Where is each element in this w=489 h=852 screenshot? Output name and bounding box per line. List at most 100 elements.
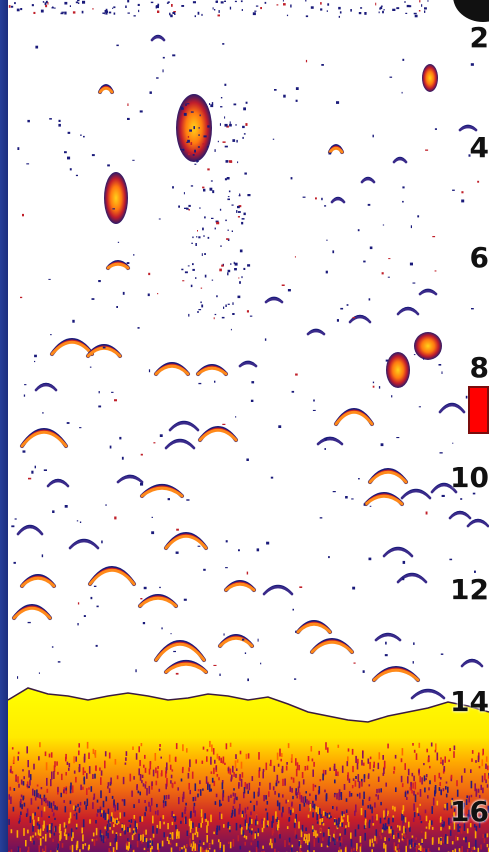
bottom-grain — [325, 742, 327, 750]
bottom-grain — [88, 752, 90, 759]
bottom-grain — [81, 827, 83, 834]
bottom-grain — [229, 742, 232, 747]
bottom-grain — [202, 746, 205, 750]
bottom-grain — [215, 793, 218, 798]
bottom-grain — [330, 815, 332, 818]
bottom-grain — [111, 812, 113, 818]
clutter-speck — [33, 11, 36, 14]
clutter-speck — [260, 662, 262, 665]
bottom-grain — [459, 826, 461, 829]
bottom-grain — [299, 844, 302, 848]
clutter-speck — [211, 279, 214, 281]
bottom-grain — [155, 767, 157, 774]
bottom-grain — [467, 814, 469, 820]
clutter-speck — [237, 161, 239, 164]
bottom-grain — [263, 817, 266, 821]
bottom-grain — [43, 820, 45, 829]
bottom-grain — [165, 767, 168, 774]
bottom-grain — [65, 834, 68, 840]
bottom-grain — [211, 839, 214, 845]
bottom-grain — [275, 782, 278, 787]
bottom-grain — [244, 782, 247, 789]
bottom-grain — [100, 790, 102, 799]
bottom-grain — [93, 793, 96, 800]
clutter-speck — [209, 103, 211, 105]
bottom-grain — [126, 841, 128, 846]
clutter-speck — [180, 106, 184, 109]
bottom-grain — [105, 796, 108, 802]
bottom-grain — [48, 816, 50, 818]
bottom-grain — [316, 812, 318, 821]
bottom-grain — [393, 766, 396, 771]
bottom-grain — [417, 813, 420, 817]
bottom-grain — [82, 767, 85, 776]
bottom-grain — [44, 845, 47, 852]
clutter-speck — [93, 585, 97, 587]
bottom-grain — [395, 787, 397, 792]
bottom-grain — [175, 842, 178, 847]
clutter-speck — [194, 149, 196, 153]
bottom-grain — [244, 819, 247, 827]
bottom-grain — [11, 771, 14, 774]
clutter-speck — [212, 190, 215, 194]
clutter-speck — [170, 633, 172, 635]
bottom-grain — [8, 794, 10, 800]
bottom-grain — [268, 791, 270, 797]
bottom-grain — [337, 823, 339, 828]
clutter-speck — [305, 15, 309, 18]
bottom-grain — [88, 845, 90, 848]
bottom-grain — [233, 799, 236, 804]
clutter-speck — [41, 554, 44, 558]
bottom-grain — [33, 819, 35, 826]
bottom-grain — [287, 799, 289, 802]
bottom-grain — [364, 820, 367, 828]
bottom-grain — [296, 795, 298, 799]
bottom-grain — [363, 762, 365, 766]
bottom-grain — [250, 811, 252, 816]
bottom-grain — [263, 850, 265, 852]
bottom-grain — [172, 815, 175, 819]
bottom-grain — [138, 833, 140, 841]
bottom-grain — [198, 844, 200, 851]
clutter-speck — [107, 164, 110, 167]
bottom-grain — [127, 827, 129, 832]
clutter-speck — [358, 478, 360, 480]
bottom-grain — [419, 803, 421, 806]
bottom-grain — [424, 809, 427, 814]
clutter-speck — [215, 220, 219, 223]
fish-arch — [418, 289, 438, 296]
clutter-speck — [321, 64, 324, 66]
sonar-display[interactable] — [8, 0, 489, 852]
bottom-grain — [63, 822, 66, 828]
clutter-speck — [396, 437, 400, 439]
bottom-grain — [404, 792, 407, 798]
bottom-grain — [63, 800, 65, 803]
bottom-grain — [36, 789, 38, 798]
bottom-grain — [295, 758, 297, 766]
clutter-speck — [210, 104, 214, 108]
clutter-speck — [34, 360, 36, 363]
bottom-grain — [239, 803, 241, 812]
bottom-grain — [167, 823, 169, 830]
bottom-grain — [213, 767, 215, 775]
bottom-grain — [46, 800, 49, 807]
bottom-grain — [114, 850, 116, 852]
bottom-grain — [313, 838, 316, 847]
bottom-grain — [311, 803, 314, 807]
bottom-grain — [430, 742, 433, 747]
bottom-grain — [406, 796, 408, 800]
bottom-grain — [455, 835, 457, 842]
bottom-grain — [19, 847, 21, 852]
bottom-grain — [104, 826, 106, 830]
bottom-grain — [316, 821, 319, 824]
bottom-grain — [428, 787, 430, 791]
bottom-grain — [132, 746, 134, 750]
fish-arch — [46, 479, 70, 488]
bottom-grain — [388, 817, 390, 825]
clutter-speck — [328, 152, 332, 155]
bottom-grain — [374, 835, 376, 842]
bottom-grain — [110, 777, 112, 785]
bottom-grain — [484, 799, 486, 804]
bottom-grain — [463, 768, 466, 773]
clutter-speck — [202, 143, 205, 146]
